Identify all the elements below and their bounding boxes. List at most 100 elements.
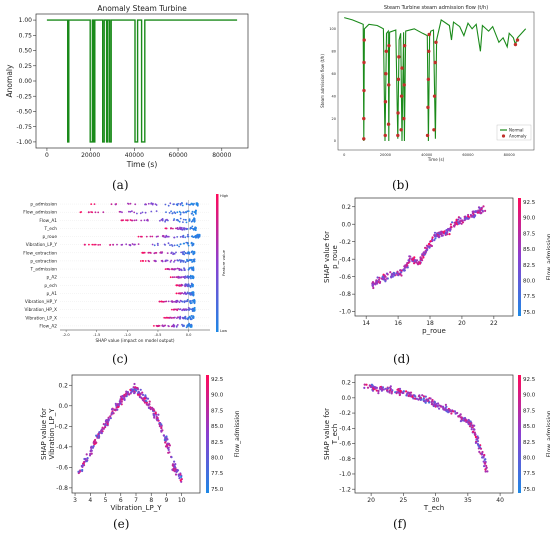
feature-label: Flow_admission bbox=[23, 210, 57, 216]
shap-point bbox=[121, 398, 124, 401]
shap-point bbox=[172, 465, 175, 468]
y-tick-label: -0.4 bbox=[339, 256, 351, 263]
shap-point bbox=[383, 278, 386, 281]
anomaly-point bbox=[387, 43, 391, 48]
shap-point bbox=[141, 211, 144, 214]
shap-point bbox=[182, 317, 184, 320]
shap-point bbox=[176, 267, 179, 270]
shap-point bbox=[171, 463, 175, 466]
caption-b: (b) bbox=[392, 178, 410, 192]
shap-point bbox=[173, 268, 176, 271]
shap-point bbox=[453, 410, 457, 413]
shap-point bbox=[175, 227, 177, 230]
shap-point bbox=[473, 428, 476, 431]
x-tick-label: 20000 bbox=[380, 153, 391, 157]
shap-point bbox=[476, 437, 479, 441]
shap-point bbox=[187, 244, 190, 247]
anomaly-point bbox=[362, 60, 366, 65]
shap-point bbox=[160, 423, 163, 426]
shap-point bbox=[173, 460, 176, 463]
shap-point bbox=[156, 325, 159, 328]
shap-point bbox=[181, 300, 184, 303]
shap-point bbox=[183, 300, 186, 303]
shap-point bbox=[196, 235, 199, 238]
shap-point bbox=[136, 212, 138, 215]
shap-point bbox=[136, 393, 140, 396]
anomaly-point bbox=[396, 111, 400, 115]
shap-point bbox=[182, 260, 185, 263]
shap-point bbox=[104, 423, 107, 426]
x-tick-label: 10 bbox=[178, 497, 186, 504]
chart-a: 0 20000 40000 60000 80000 1.00 0.75 0.50 0.25 0.0… bbox=[5, 4, 249, 169]
shap-point bbox=[440, 405, 443, 408]
y-axis-label: Steam admission flow (t/h) bbox=[320, 54, 325, 108]
colorbar-tick-label: 85.0 bbox=[523, 424, 536, 430]
shap-point bbox=[85, 453, 88, 456]
shap-point bbox=[184, 275, 187, 278]
shap-point bbox=[167, 317, 170, 319]
shap-point bbox=[92, 441, 95, 444]
shap-point bbox=[166, 442, 169, 445]
shap-point bbox=[177, 219, 180, 222]
y-axis-label: SHAP value for bbox=[40, 408, 48, 460]
shap-point bbox=[148, 251, 150, 254]
x-tick-label: 5 bbox=[104, 497, 108, 504]
shap-point bbox=[389, 271, 392, 274]
shap-point bbox=[181, 259, 184, 262]
x-tick-label: 9 bbox=[165, 497, 169, 504]
shap-point bbox=[185, 227, 188, 230]
shap-point bbox=[377, 392, 380, 395]
shap-point bbox=[159, 219, 161, 222]
shap-point bbox=[176, 284, 179, 287]
shap-point bbox=[150, 210, 153, 213]
shap-point bbox=[192, 277, 195, 280]
shap-point bbox=[441, 234, 444, 237]
shap-point bbox=[473, 424, 476, 427]
colorbar-label: Flow_admission bbox=[546, 233, 550, 280]
shap-point bbox=[406, 266, 409, 269]
shap-point bbox=[372, 286, 375, 290]
shap-point bbox=[408, 257, 411, 260]
shap-point bbox=[144, 203, 146, 206]
caption-a: (a) bbox=[112, 178, 129, 192]
shap-point bbox=[478, 450, 481, 453]
shap-point bbox=[193, 300, 196, 303]
shap-point bbox=[188, 322, 191, 325]
y-tick-label: -0.6 bbox=[339, 274, 351, 281]
shap-point bbox=[100, 430, 103, 433]
chart-b: 0 20000 40000 60000 80000 0 20 40 60 80 100 Steam T… bbox=[320, 5, 535, 162]
feature-label: Vibration_HP_X bbox=[25, 307, 58, 313]
shap-point bbox=[90, 445, 93, 448]
x-tick-label: 3 bbox=[73, 497, 77, 504]
shap-point bbox=[141, 393, 145, 396]
shap-point bbox=[107, 418, 110, 421]
shap-point bbox=[391, 389, 394, 392]
shap-point bbox=[481, 450, 484, 454]
shap-point bbox=[163, 316, 166, 319]
shap-point bbox=[189, 300, 191, 302]
legend-normal-label: Normal bbox=[509, 127, 523, 132]
shap-point bbox=[467, 213, 470, 217]
shap-point bbox=[363, 386, 366, 389]
shap-point bbox=[478, 445, 481, 448]
y-tick-label: -0.50 bbox=[16, 109, 32, 116]
shap-point bbox=[170, 227, 173, 230]
shap-point bbox=[178, 220, 181, 223]
chart-c: -2.0 -1.5 -1.0 -0.5 0.0 SHAP value (impact on… bbox=[23, 194, 228, 343]
y-tick-label: -1.0 bbox=[339, 471, 351, 478]
shap-point bbox=[483, 461, 486, 464]
shap-point bbox=[417, 398, 420, 401]
y-tick-label: -1.2 bbox=[339, 486, 351, 493]
anomaly-point bbox=[362, 38, 366, 42]
shap-point bbox=[190, 315, 193, 317]
shap-point bbox=[151, 406, 154, 409]
shap-point bbox=[90, 449, 93, 452]
colorbar-tick-label: 77.5 bbox=[523, 471, 536, 477]
colorbar-label: Feature value bbox=[221, 249, 226, 276]
shap-point bbox=[173, 236, 176, 239]
chart-title: Anomaly Steam Turbine bbox=[97, 4, 187, 13]
shap-point bbox=[162, 434, 165, 437]
x-tick-label: -2.0 bbox=[63, 333, 71, 337]
shap-point bbox=[168, 268, 171, 271]
anomaly-point bbox=[384, 72, 388, 76]
